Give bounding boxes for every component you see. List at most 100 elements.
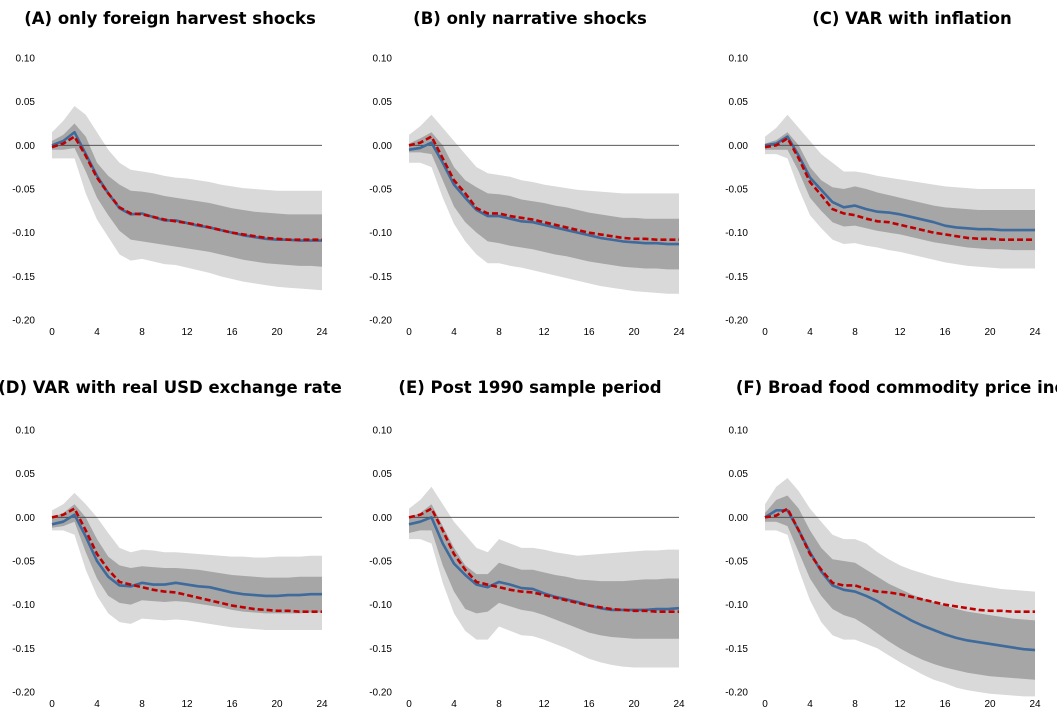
chart-panel-b: (B) only narrative shocks 0.10 0.05 0.00 -0.… xyxy=(369,9,685,338)
x-tick-label: 0 xyxy=(762,327,768,338)
blue-series-line xyxy=(408,141,679,246)
y-tick-label: -0.20 xyxy=(12,688,35,699)
inner-confidence-band xyxy=(52,123,322,267)
chart-panel-a: (A) only foreign harvest shocks 0.10 0.05 0… xyxy=(12,9,328,338)
y-tick-label: -0.20 xyxy=(725,688,748,699)
y-tick-label: 0.05 xyxy=(729,97,749,108)
x-tick-label: 20 xyxy=(984,699,996,710)
x-tick-label: 16 xyxy=(583,699,595,710)
y-tick-label: 0.05 xyxy=(373,97,393,108)
x-tick-label: 8 xyxy=(496,699,502,710)
panel-title: (E) Post 1990 sample period xyxy=(398,378,661,397)
red-dashed-series-line xyxy=(764,137,1035,241)
x-tick-label: 20 xyxy=(628,699,640,710)
y-tick-label: -0.10 xyxy=(12,600,35,611)
x-tick-label: 8 xyxy=(496,327,502,338)
y-tick-label: 0.10 xyxy=(373,54,393,65)
x-tick-label: 20 xyxy=(271,699,283,710)
blue-series-line xyxy=(764,135,1035,232)
y-tick-label: 0.10 xyxy=(729,54,749,65)
x-tick-label: 8 xyxy=(852,327,858,338)
y-tick-label: -0.15 xyxy=(12,644,35,655)
x-tick-label: 20 xyxy=(628,327,640,338)
x-tick-label: 16 xyxy=(939,699,951,710)
chart-panel-c: (C) VAR with inflation 0.10 0.05 0.00 -0.05 -… xyxy=(725,9,1041,338)
x-tick-label: 12 xyxy=(538,327,550,338)
x-tick-label: 8 xyxy=(852,699,858,710)
x-tick-label: 4 xyxy=(807,699,813,710)
inner-confidence-band xyxy=(765,495,1035,680)
x-tick-label: 24 xyxy=(673,327,685,338)
y-tick-label: -0.10 xyxy=(369,600,392,611)
x-tick-label: 16 xyxy=(226,327,238,338)
y-tick-label: -0.10 xyxy=(725,228,748,239)
x-tick-label: 20 xyxy=(984,327,996,338)
y-tick-label: 0.00 xyxy=(16,141,36,152)
y-tick-label: 0.00 xyxy=(373,513,393,524)
x-tick-label: 12 xyxy=(894,699,906,710)
y-tick-label: -0.05 xyxy=(12,185,35,196)
x-tick-label: 12 xyxy=(894,327,906,338)
x-tick-label: 16 xyxy=(583,327,595,338)
x-tick-label: 0 xyxy=(762,699,768,710)
x-tick-label: 16 xyxy=(939,327,951,338)
y-tick-label: 0.05 xyxy=(16,469,36,480)
x-tick-label: 24 xyxy=(673,699,685,710)
y-tick-label: 0.10 xyxy=(729,426,749,437)
red-dashed-series-line xyxy=(51,135,322,241)
y-tick-label: 0.05 xyxy=(729,469,749,480)
red-dashed-series-line xyxy=(51,507,322,613)
x-tick-label: 16 xyxy=(226,699,238,710)
y-tick-label: 0.00 xyxy=(16,513,36,524)
red-dashed-series-line xyxy=(408,135,679,241)
x-tick-label: 0 xyxy=(49,327,55,338)
y-tick-label: -0.20 xyxy=(725,316,748,327)
y-tick-label: -0.15 xyxy=(725,272,748,283)
chart-panel-d: (D) VAR with real USD exchange rate 0.10 0… xyxy=(0,378,342,710)
x-tick-label: 24 xyxy=(316,699,328,710)
y-tick-label: -0.15 xyxy=(369,272,392,283)
x-tick-label: 4 xyxy=(451,327,457,338)
y-tick-label: -0.20 xyxy=(12,316,35,327)
x-tick-label: 8 xyxy=(139,327,145,338)
y-tick-label: 0.00 xyxy=(729,513,749,524)
x-tick-label: 8 xyxy=(139,699,145,710)
y-tick-label: -0.10 xyxy=(725,600,748,611)
inner-confidence-band xyxy=(765,132,1035,251)
chart-panel-f: (F) Broad food commodity price index 0.10… xyxy=(725,378,1057,710)
y-tick-label: 0.10 xyxy=(16,426,36,437)
x-tick-label: 4 xyxy=(807,327,813,338)
y-tick-label: -0.05 xyxy=(725,185,748,196)
y-tick-label: -0.20 xyxy=(369,316,392,327)
panel-title: (C) VAR with inflation xyxy=(812,9,1011,28)
y-tick-label: -0.05 xyxy=(369,557,392,568)
y-tick-label: 0.05 xyxy=(16,97,36,108)
x-tick-label: 0 xyxy=(49,699,55,710)
x-tick-label: 0 xyxy=(406,327,412,338)
y-tick-label: -0.05 xyxy=(369,185,392,196)
y-tick-label: 0.05 xyxy=(373,469,393,480)
y-tick-label: 0.10 xyxy=(373,426,393,437)
x-tick-label: 4 xyxy=(94,699,100,710)
x-tick-label: 20 xyxy=(271,327,283,338)
x-tick-label: 4 xyxy=(94,327,100,338)
x-tick-label: 12 xyxy=(181,699,193,710)
panel-title: (B) only narrative shocks xyxy=(413,9,647,28)
panel-title: (F) Broad food commodity price index xyxy=(736,378,1057,397)
y-tick-label: -0.10 xyxy=(12,228,35,239)
y-tick-label: 0.10 xyxy=(16,54,36,65)
chart-panel-e: (E) Post 1990 sample period 0.10 0.05 0.00 -… xyxy=(369,378,685,710)
x-tick-label: 12 xyxy=(181,327,193,338)
x-tick-label: 24 xyxy=(1029,699,1041,710)
y-tick-label: 0.00 xyxy=(373,141,393,152)
y-tick-label: 0.00 xyxy=(729,141,749,152)
y-tick-label: -0.15 xyxy=(725,644,748,655)
panel-title: (D) VAR with real USD exchange rate xyxy=(0,378,342,397)
y-tick-label: -0.10 xyxy=(369,228,392,239)
y-tick-label: -0.15 xyxy=(369,644,392,655)
y-tick-label: -0.20 xyxy=(369,688,392,699)
y-tick-label: -0.15 xyxy=(12,272,35,283)
y-tick-label: -0.05 xyxy=(12,557,35,568)
x-tick-label: 12 xyxy=(538,699,550,710)
